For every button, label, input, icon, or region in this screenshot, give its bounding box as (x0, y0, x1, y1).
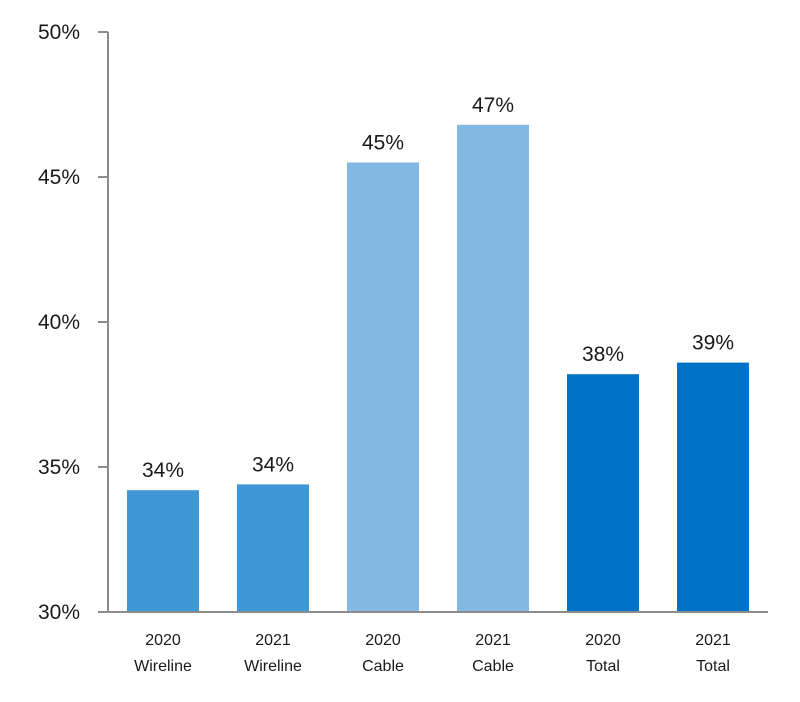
x-tick-label-category: Cable (362, 658, 404, 675)
bar (677, 362, 749, 612)
x-tick-label-category: Wireline (134, 658, 192, 675)
y-tick-label: 35% (38, 456, 80, 479)
data-labels: 34% 34% 45% 47% 38% 39% (142, 94, 734, 482)
x-tick-label-category: Cable (472, 658, 514, 675)
bar-value-label: 47% (472, 94, 514, 117)
y-tick-label: 30% (38, 601, 80, 624)
x-tick-label-category: Total (586, 658, 620, 675)
bars (127, 124, 749, 613)
x-tick-label-year: 2020 (365, 632, 401, 649)
x-tick-label-category: Wireline (244, 658, 302, 675)
bar (457, 124, 529, 613)
x-axis-labels: 2020 Wireline 2021 Wireline 2020 Cable 2021 Cab… (134, 632, 731, 675)
y-axis-ticks: 30% 35% 40% 45% 50% (38, 21, 108, 624)
y-tick-label: 45% (38, 166, 80, 189)
x-tick-label-category: Total (696, 658, 730, 675)
bar (567, 374, 639, 612)
x-tick-label-year: 2021 (695, 632, 731, 649)
bar (237, 484, 309, 612)
bar-value-label: 39% (692, 332, 734, 355)
bar-value-label: 34% (252, 453, 294, 476)
bar-value-label: 45% (362, 132, 404, 155)
x-tick-label-year: 2021 (475, 632, 511, 649)
x-tick-label-year: 2020 (585, 632, 621, 649)
bar-value-label: 38% (582, 343, 624, 366)
x-tick-label-year: 2020 (145, 632, 181, 649)
bar (347, 162, 419, 612)
y-tick-label: 40% (38, 311, 80, 334)
bar (127, 490, 199, 612)
bar-value-label: 34% (142, 459, 184, 482)
x-tick-label-year: 2021 (255, 632, 291, 649)
y-tick-label: 50% (38, 21, 80, 44)
